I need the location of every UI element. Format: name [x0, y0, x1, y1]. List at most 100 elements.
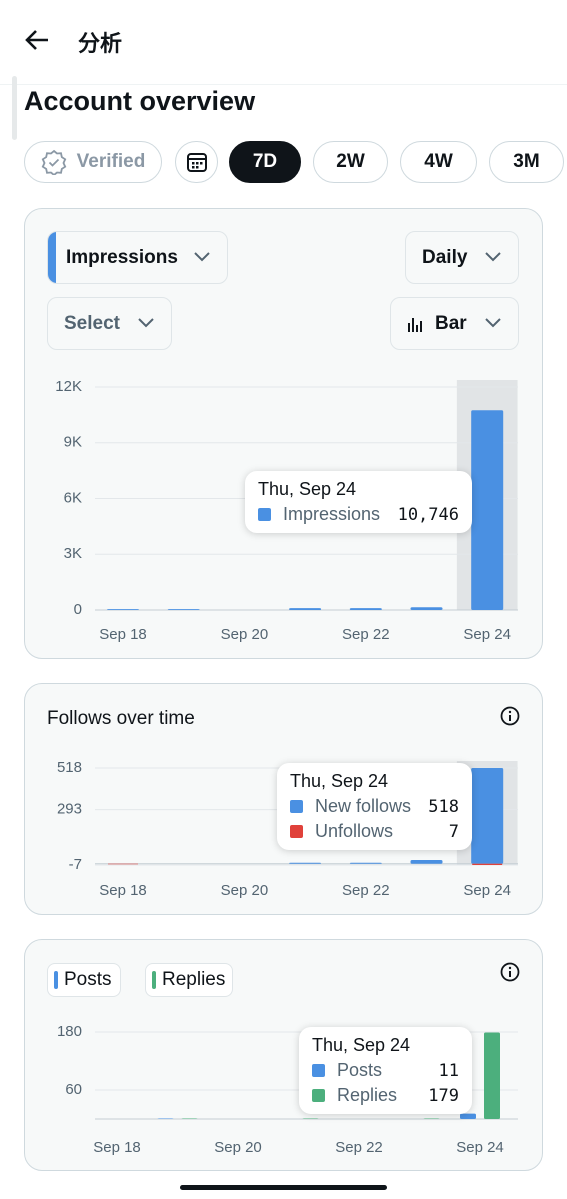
legend-swatch [152, 971, 156, 989]
tooltip-series: Replies [337, 1085, 398, 1105]
legend-item[interactable]: Replies [145, 963, 233, 997]
tooltip-row: Impressions 10,746 [258, 504, 459, 525]
tooltip-value: 179 [428, 1085, 459, 1106]
header-title: 分析 [78, 31, 123, 56]
filter-chip[interactable]: 4W [400, 141, 477, 183]
legend-label: Replies [162, 969, 226, 990]
interval-dropdown[interactable]: Daily [405, 231, 519, 284]
bar [107, 609, 139, 610]
chevron [485, 318, 501, 328]
tooltip-series: Unfollows [315, 821, 394, 841]
filter-chip[interactable]: Verified [24, 141, 162, 183]
chip-label: Verified [76, 151, 146, 172]
x-tick-label: Sep 24 [456, 1139, 504, 1156]
bar-icon [408, 317, 422, 332]
bar [167, 609, 200, 610]
calendar-icon [186, 153, 207, 172]
bar [410, 607, 443, 610]
x-tick-label: Sep 18 [99, 882, 147, 899]
x-tick-label: Sep 20 [221, 882, 269, 899]
x-tick-label: Sep 20 [221, 626, 269, 643]
tooltip-series: Impressions [283, 504, 381, 524]
dropdown-label: Impressions [66, 246, 178, 268]
tooltip-value: 7 [448, 821, 459, 842]
tooltip: Thu, Sep 24 Impressions 10,746 [245, 471, 472, 533]
bar [472, 863, 503, 865]
tooltip-swatch [258, 508, 271, 521]
bar [484, 1032, 500, 1119]
y-tick-label: 9K [64, 434, 82, 451]
info-icon[interactable] [499, 961, 521, 983]
bar [289, 862, 322, 864]
dropdown-label: Bar [435, 312, 467, 334]
filter-chip[interactable]: 7D [229, 141, 301, 183]
y-tick-label: -7 [69, 856, 82, 873]
tooltip-swatch [290, 800, 303, 813]
tooltip-swatch [290, 825, 303, 838]
tooltip: Thu, Sep 24 New follows 518 Unfollows 7 [277, 763, 472, 850]
y-tick-label: 518 [57, 759, 82, 776]
y-tick-label: 6K [64, 489, 82, 506]
scroll-indicator [12, 76, 17, 140]
bar [108, 863, 138, 865]
tooltip-value: 518 [428, 796, 459, 817]
legend-label: Posts [64, 969, 112, 990]
x-tick-label: Sep 18 [99, 626, 147, 643]
chevron [138, 318, 154, 328]
info-icon[interactable] [499, 705, 521, 727]
filter-chip[interactable]: 2W [313, 141, 388, 183]
style-dropdown[interactable]: Bar [390, 297, 519, 350]
chevron [485, 252, 501, 262]
dropdown-label: Select [64, 312, 120, 334]
dropdown-label: Daily [422, 246, 468, 268]
tooltip-swatch [312, 1089, 325, 1102]
y-tick-label: 12K [55, 378, 82, 395]
bar [471, 768, 504, 864]
section-title: Account overview [24, 86, 256, 116]
metric-stripe [48, 232, 56, 283]
tooltip-row: Unfollows 7 [290, 821, 459, 842]
x-tick-label: Sep 20 [214, 1139, 262, 1156]
tooltip-value: 11 [438, 1060, 459, 1081]
tooltip-row: Replies 179 [312, 1085, 459, 1106]
y-tick-label: 0 [74, 601, 82, 618]
chart-title: Follows over time [47, 708, 195, 729]
bar [460, 1113, 476, 1119]
tooltip-title: Thu, Sep 24 [312, 1035, 411, 1055]
bar [349, 862, 382, 864]
calendar-chip[interactable] [175, 141, 218, 183]
filter-chip[interactable]: 3M [489, 141, 564, 183]
x-tick-label: Sep 24 [463, 626, 511, 643]
tooltip-row: Posts 11 [312, 1060, 459, 1081]
bar [289, 608, 322, 610]
tooltip-title: Thu, Sep 24 [258, 479, 357, 499]
x-tick-label: Sep 22 [342, 882, 390, 899]
tooltip-row: New follows 518 [290, 796, 459, 817]
bar [410, 860, 443, 864]
y-tick-label: 293 [57, 801, 82, 818]
metric-dropdown[interactable]: Impressions [47, 231, 228, 284]
bar [349, 608, 382, 610]
bar [471, 410, 504, 610]
divider [0, 84, 567, 85]
legend-item[interactable]: Posts [47, 963, 121, 997]
x-tick-label: Sep 22 [335, 1139, 383, 1156]
tooltip-swatch [312, 1064, 325, 1077]
tooltip-value: 10,746 [397, 504, 459, 525]
chevron [194, 252, 210, 262]
tooltip-series: Posts [337, 1060, 383, 1080]
y-tick-label: 180 [57, 1023, 82, 1040]
legend-swatch [54, 971, 58, 989]
verified-icon [41, 149, 67, 175]
y-tick-label: 60 [65, 1081, 82, 1098]
home-indicator [180, 1185, 387, 1190]
tooltip-title: Thu, Sep 24 [290, 771, 389, 791]
compare-dropdown[interactable]: Select [47, 297, 172, 350]
tooltip: Thu, Sep 24 Posts 11 Replies 179 [299, 1027, 472, 1114]
x-tick-label: Sep 22 [342, 626, 390, 643]
y-tick-label: 3K [64, 545, 82, 562]
x-tick-label: Sep 18 [93, 1139, 141, 1156]
back-arrow[interactable] [24, 28, 50, 52]
